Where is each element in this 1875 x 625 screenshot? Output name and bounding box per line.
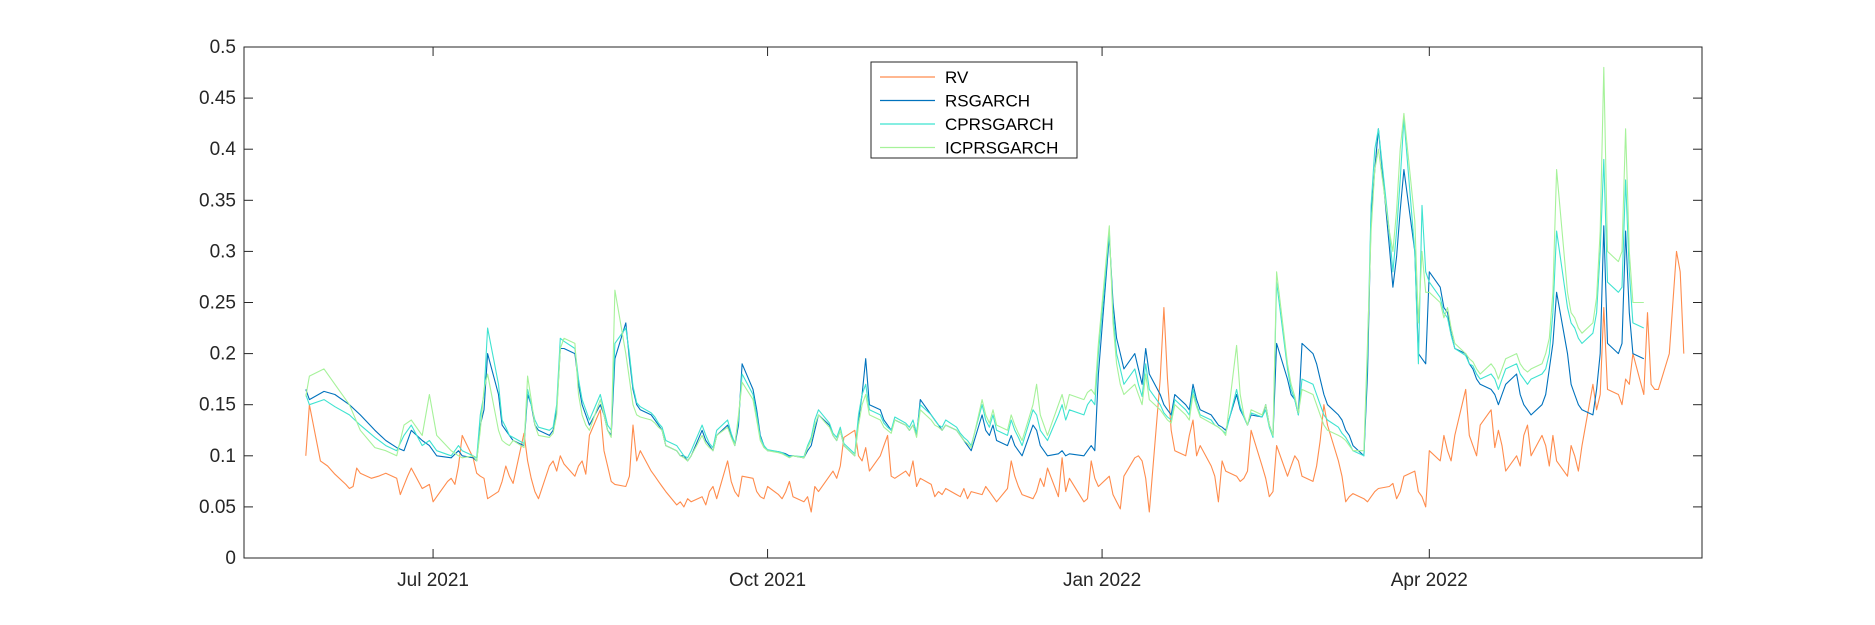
y-tick-label: 0.35 [199,190,236,211]
y-tick-label: 0.4 [210,139,237,160]
series-layer [305,66,1685,513]
series-line-icprsgarch [305,66,1644,462]
series-line-rsgarch [305,128,1645,462]
series-line-cprsgarch [305,117,1645,459]
legend-label-rsgarch: RSGARCH [945,92,1030,111]
x-tick-label: Jul 2021 [397,570,469,591]
legend: RV RSGARCH CPRSGARCH ICPRSGARCH [870,61,1078,159]
legend-box [870,61,1078,159]
x-tick-label: Oct 2021 [729,570,806,591]
legend-label-cprsgarch: CPRSGARCH [945,115,1054,134]
y-tick-label: 0.45 [199,88,236,109]
y-tick-label: 0.3 [210,241,236,262]
legend-label-icprsgarch: ICPRSGARCH [945,139,1058,158]
y-tick-label: 0.25 [199,293,236,314]
axes-layer: 0 0.05 0.1 0.15 0.2 0.25 0.3 0.35 0.4 0.45 0.5 Jul … [199,37,1703,591]
y-tick-label: 0.15 [199,395,236,416]
legend-label-rv: RV [945,68,969,87]
y-tick-label: 0.1 [210,446,236,467]
x-tick-label: Jan 2022 [1063,570,1141,591]
y-tick-label: 0.2 [210,344,236,365]
y-tick-label: 0.5 [210,37,236,58]
y-tick-label: 0.05 [199,497,236,518]
series-line-rv [305,250,1685,513]
y-tick-label: 0 [225,548,236,569]
x-tick-label: Apr 2022 [1391,570,1468,591]
